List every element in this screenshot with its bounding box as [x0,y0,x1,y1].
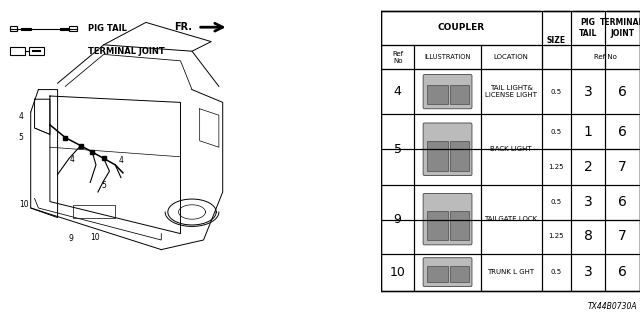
Text: PIG TAIL: PIG TAIL [88,24,127,33]
Text: 6: 6 [618,124,627,139]
Text: 10: 10 [19,200,29,209]
Text: BACK LIGHT: BACK LIGHT [490,146,532,152]
Bar [427,85,448,104]
FancyBboxPatch shape [423,123,472,175]
Text: 1.25: 1.25 [548,233,564,239]
Bar [73,205,115,218]
Text: TERMINAL
JOINT: TERMINAL JOINT [600,18,640,38]
Text: 5: 5 [394,143,402,156]
Text: COUPLER: COUPLER [438,23,484,32]
Text: FR.: FR. [174,22,192,32]
Text: 0.5: 0.5 [551,89,562,95]
Bar [450,211,468,240]
Text: 7: 7 [618,229,627,244]
Text: 9: 9 [394,212,401,226]
Text: 4: 4 [19,112,24,121]
Text: TAILGATE LOCK: TAILGATE LOCK [484,216,538,222]
Text: Ref No: Ref No [594,54,617,60]
Bar [427,211,448,240]
Bar [10,47,25,55]
FancyBboxPatch shape [423,193,472,245]
Text: 7: 7 [618,160,627,174]
Bar [450,267,468,282]
Bar [69,26,77,31]
Text: TAIL LIGHT&
LICENSE LIGHT: TAIL LIGHT& LICENSE LIGHT [485,85,537,98]
Text: 4: 4 [394,85,401,98]
Bar [427,267,448,282]
Text: 4: 4 [70,156,75,164]
Text: ILLUSTRATION: ILLUSTRATION [424,54,471,60]
Text: 5: 5 [19,133,24,142]
Bar [427,141,448,171]
Text: 6: 6 [618,85,627,99]
Text: TERMINAL JOINT: TERMINAL JOINT [88,47,165,56]
FancyBboxPatch shape [423,75,472,109]
Text: PIG
TAIL: PIG TAIL [579,18,597,38]
Text: 3: 3 [584,265,593,279]
Bar [29,47,44,55]
Text: 0.5: 0.5 [551,269,562,275]
Bar [21,28,31,30]
Text: SIZE: SIZE [547,36,566,45]
Text: TRUNK L GHT: TRUNK L GHT [488,269,534,275]
Text: 3: 3 [584,85,593,99]
Bar [10,26,17,31]
Text: TX44B0730A: TX44B0730A [588,301,637,310]
Text: 4: 4 [118,156,124,165]
Text: Ref
No: Ref No [392,51,403,64]
Text: 1.25: 1.25 [548,164,564,170]
Bar [60,28,69,30]
FancyBboxPatch shape [423,258,472,287]
Text: 3: 3 [584,195,593,209]
Text: LOCATION: LOCATION [493,54,529,60]
Text: 6: 6 [618,195,627,209]
Bar [450,141,468,171]
Text: 5: 5 [101,181,106,190]
Text: 0.5: 0.5 [551,199,562,205]
Text: 6: 6 [618,265,627,279]
Text: 10: 10 [90,233,100,242]
Text: 8: 8 [584,229,593,244]
Text: 0.5: 0.5 [551,129,562,135]
Text: 10: 10 [390,266,406,279]
Text: 2: 2 [584,160,593,174]
Text: 9: 9 [68,234,74,243]
Bar [450,85,468,104]
Text: 1: 1 [584,124,593,139]
